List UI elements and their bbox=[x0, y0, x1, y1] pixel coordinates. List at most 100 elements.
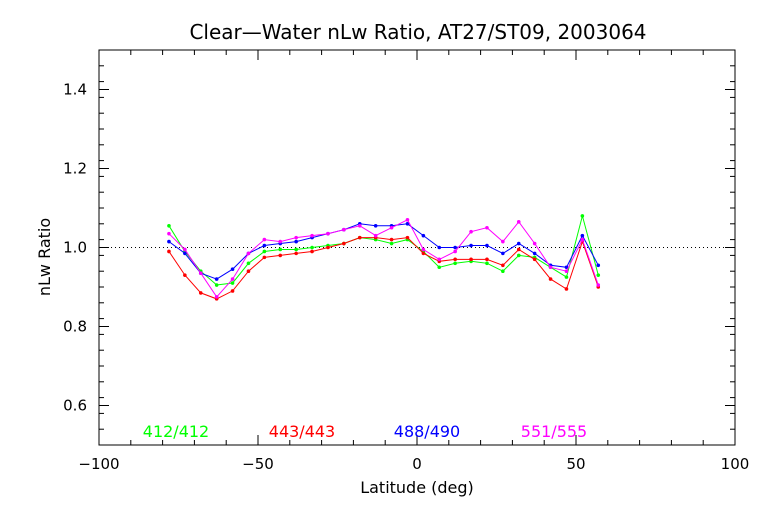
data-point bbox=[167, 223, 171, 228]
data-point bbox=[214, 283, 219, 287]
data-point bbox=[580, 233, 585, 238]
data-point bbox=[183, 247, 187, 252]
data-point bbox=[437, 245, 442, 250]
data-point bbox=[564, 269, 569, 274]
data-point bbox=[580, 237, 585, 242]
data-point bbox=[214, 277, 219, 281]
data-point bbox=[469, 257, 473, 262]
data-point bbox=[405, 222, 410, 226]
data-point bbox=[214, 295, 219, 299]
series-line-3 bbox=[168, 219, 599, 298]
data-point bbox=[278, 239, 283, 244]
legend-item-2: 488/490 bbox=[394, 422, 460, 441]
data-point bbox=[326, 231, 330, 236]
data-point bbox=[294, 251, 298, 256]
y-axis-label: nLw Ratio bbox=[35, 218, 54, 296]
data-point bbox=[421, 233, 426, 238]
data-point bbox=[532, 251, 537, 256]
series-group bbox=[167, 213, 601, 301]
data-point bbox=[469, 243, 473, 248]
series-line-1 bbox=[168, 237, 599, 300]
y-tick-label: 1.4 bbox=[63, 81, 87, 99]
x-tick-label: 100 bbox=[721, 455, 750, 473]
data-point bbox=[167, 249, 171, 254]
axis-ticks: −100 −50 0 50 100 0.6 0.8 1.0 1.2 1.4 bbox=[63, 49, 750, 473]
y-tick-label: 0.8 bbox=[63, 318, 87, 336]
series-line-2 bbox=[168, 223, 599, 280]
data-point bbox=[198, 271, 203, 275]
data-point bbox=[596, 273, 601, 277]
data-point bbox=[564, 265, 569, 270]
data-point bbox=[532, 241, 537, 246]
data-point bbox=[357, 223, 362, 228]
data-point bbox=[501, 251, 505, 256]
data-point bbox=[294, 247, 298, 252]
data-point bbox=[183, 273, 187, 277]
data-point bbox=[501, 263, 505, 268]
data-point bbox=[246, 261, 251, 266]
data-point bbox=[469, 229, 473, 234]
x-tick-label: −100 bbox=[78, 455, 119, 473]
data-point bbox=[516, 247, 521, 252]
data-point bbox=[389, 225, 394, 230]
y-tick-label: 1.0 bbox=[63, 239, 87, 257]
data-point bbox=[357, 235, 362, 240]
data-point bbox=[596, 263, 601, 268]
data-point bbox=[437, 257, 442, 262]
data-point bbox=[262, 237, 267, 242]
data-point bbox=[262, 243, 267, 248]
data-point bbox=[167, 239, 171, 244]
data-point bbox=[516, 253, 521, 258]
data-point bbox=[437, 265, 442, 270]
data-point bbox=[485, 257, 489, 262]
y-tick-label: 0.6 bbox=[63, 397, 87, 415]
data-point bbox=[548, 277, 553, 281]
data-point bbox=[564, 275, 569, 279]
legend-item-1: 443/443 bbox=[269, 422, 335, 441]
data-point bbox=[405, 218, 410, 222]
x-tick-label: 50 bbox=[566, 455, 585, 473]
data-point bbox=[198, 291, 203, 295]
data-point bbox=[310, 245, 314, 250]
data-point bbox=[485, 261, 489, 266]
legend-item-0: 412/412 bbox=[143, 422, 209, 441]
data-point bbox=[501, 239, 505, 244]
data-point bbox=[183, 251, 187, 256]
data-point bbox=[278, 247, 283, 252]
data-point bbox=[278, 253, 283, 258]
data-point bbox=[310, 233, 314, 238]
data-point bbox=[230, 277, 235, 281]
data-point bbox=[342, 241, 346, 246]
data-point bbox=[453, 249, 457, 254]
data-point bbox=[501, 269, 505, 274]
data-point bbox=[373, 233, 378, 238]
series-line-0 bbox=[168, 213, 599, 286]
chart-title: Clear—Water nLw Ratio, AT27/ST09, 200306… bbox=[189, 20, 646, 44]
data-point bbox=[230, 281, 235, 285]
data-point bbox=[262, 249, 267, 254]
legend: 412/412 443/443 488/490 551/555 bbox=[143, 422, 587, 441]
data-point bbox=[421, 247, 426, 252]
data-point bbox=[516, 241, 521, 246]
data-point bbox=[326, 245, 330, 250]
y-tick-label: 1.2 bbox=[63, 160, 87, 178]
data-point bbox=[548, 265, 553, 270]
data-point bbox=[516, 220, 521, 224]
data-point bbox=[485, 243, 489, 248]
data-point bbox=[453, 257, 457, 262]
data-point bbox=[230, 289, 235, 293]
data-point bbox=[246, 251, 251, 256]
data-point bbox=[294, 235, 298, 240]
data-point bbox=[532, 257, 537, 262]
data-point bbox=[453, 261, 457, 266]
data-point bbox=[294, 239, 298, 244]
data-point bbox=[453, 245, 457, 250]
data-point bbox=[485, 225, 489, 230]
x-tick-label: −50 bbox=[242, 455, 274, 473]
data-point bbox=[262, 255, 267, 260]
data-point bbox=[230, 267, 235, 272]
data-point bbox=[389, 241, 394, 246]
data-point bbox=[564, 287, 569, 291]
data-point bbox=[389, 237, 394, 242]
